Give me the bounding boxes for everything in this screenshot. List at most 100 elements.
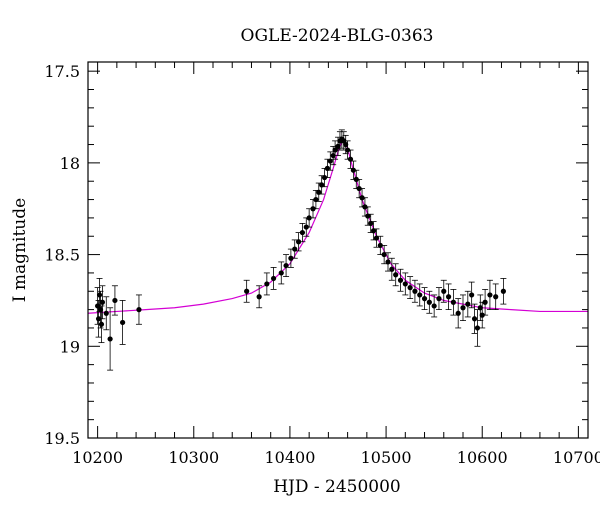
x-tick-label: 10300: [168, 448, 219, 467]
data-point: [431, 294, 438, 318]
data-point: [397, 268, 404, 292]
data-point: [407, 276, 414, 300]
axis-ticks: [88, 62, 588, 439]
data-point: [445, 283, 452, 311]
data-marker: [330, 152, 336, 159]
data-point: [243, 279, 250, 303]
data-point: [98, 305, 105, 344]
x-tick-label: 10600: [457, 448, 508, 467]
data-point: [111, 285, 118, 316]
data-point: [107, 307, 114, 371]
data-marker: [460, 305, 466, 311]
data-point: [119, 300, 126, 345]
data-marker: [343, 141, 349, 148]
data-point: [312, 189, 319, 210]
data-point: [385, 252, 391, 272]
data-point: [471, 303, 478, 334]
data-marker: [313, 196, 319, 203]
data-point: [256, 285, 263, 309]
data-point: [486, 279, 493, 311]
data-marker: [389, 266, 395, 272]
data-point: [426, 290, 433, 314]
data-point: [291, 239, 298, 259]
axis-tick-labels: 10200 10300 10400 10500 10600 10700 17.5 18 18.5…: [44, 62, 600, 467]
data-marker: [477, 305, 483, 311]
data-marker: [402, 281, 408, 287]
y-axis-label: I magnitude: [10, 198, 30, 302]
data-marker: [306, 215, 312, 221]
data-marker: [431, 303, 437, 309]
data-point: [327, 151, 334, 171]
x-tick-label: 10500: [361, 448, 412, 467]
data-point: [381, 245, 388, 265]
data-point: [468, 281, 475, 309]
data-point: [135, 294, 142, 325]
data-marker: [436, 296, 442, 302]
data-marker: [270, 275, 277, 282]
data-point: [270, 267, 277, 290]
data-point: [411, 279, 418, 303]
data-marker: [332, 147, 338, 153]
data-marker: [327, 158, 333, 164]
data-point: [287, 248, 294, 268]
y-tick-label: 18: [60, 154, 80, 173]
data-marker: [99, 299, 106, 305]
data-point: [263, 272, 270, 296]
data-marker: [288, 255, 294, 261]
data-point: [332, 140, 339, 160]
x-tick-label: 10200: [72, 448, 123, 467]
model-curve-group: [87, 137, 588, 314]
data-point: [306, 208, 313, 228]
data-point: [492, 283, 499, 311]
data-point: [283, 254, 290, 277]
x-axis-label: HJD - 2450000: [273, 477, 401, 497]
data-marker: [487, 292, 493, 298]
data-marker: [96, 292, 103, 298]
y-tick-label: 18.5: [44, 246, 80, 265]
data-point: [464, 290, 471, 318]
data-point: [347, 149, 354, 169]
data-point: [373, 228, 380, 248]
plot-area: [87, 129, 588, 371]
data-marker: [283, 262, 289, 269]
data-point: [370, 221, 377, 241]
data-marker: [393, 272, 399, 278]
data-marker: [335, 143, 341, 149]
data-marker: [112, 297, 118, 304]
data-marker: [381, 251, 387, 258]
data-marker: [465, 301, 471, 307]
data-marker: [264, 281, 270, 287]
data-points-group: [94, 129, 507, 371]
data-marker: [98, 321, 105, 327]
data-point: [99, 285, 106, 320]
data-marker: [471, 316, 478, 322]
data-marker: [324, 165, 331, 171]
data-marker: [441, 288, 447, 294]
data-marker: [445, 294, 452, 300]
data-marker: [316, 189, 322, 195]
data-marker: [103, 310, 109, 316]
data-marker: [407, 285, 413, 291]
data-marker: [373, 235, 380, 241]
data-marker: [278, 270, 284, 276]
data-point: [460, 294, 466, 322]
data-point: [500, 278, 507, 305]
plot-frame: [87, 61, 589, 439]
y-tick-label: 17.5: [44, 62, 80, 81]
data-point: [364, 206, 371, 226]
data-point: [295, 232, 302, 252]
data-point: [324, 158, 331, 178]
data-marker: [421, 296, 428, 302]
data-marker: [385, 259, 391, 265]
data-marker: [370, 228, 377, 234]
data-point: [377, 235, 384, 255]
data-marker: [95, 316, 102, 322]
data-marker: [500, 288, 506, 294]
data-marker: [368, 220, 374, 227]
data-marker: [474, 325, 481, 331]
data-point: [450, 289, 457, 316]
data-marker: [482, 299, 488, 305]
data-point: [435, 287, 442, 311]
data-marker: [319, 182, 325, 188]
